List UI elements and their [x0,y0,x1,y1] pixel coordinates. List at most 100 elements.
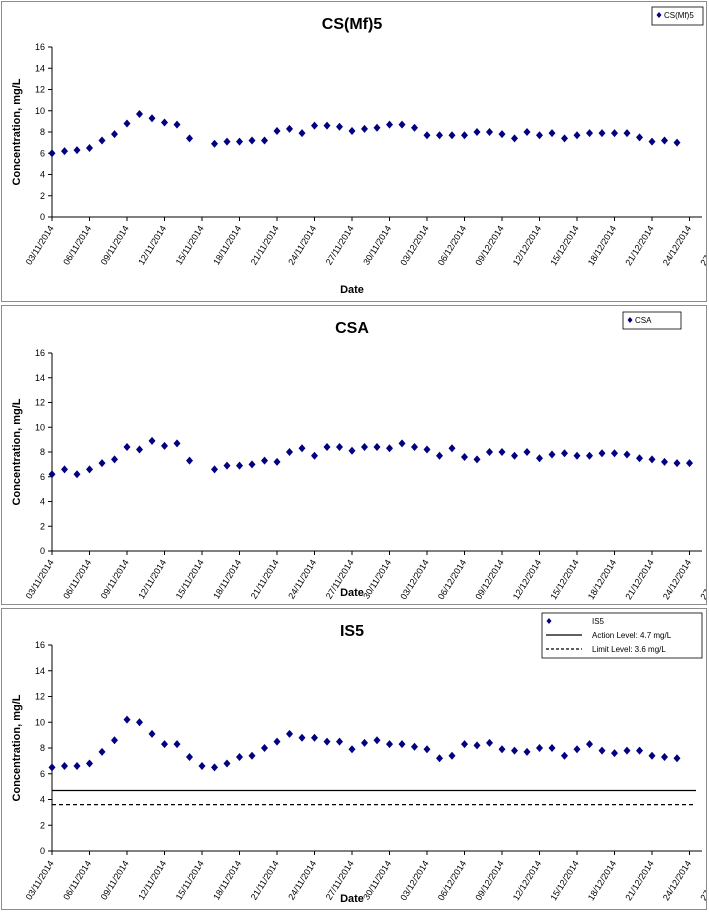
data-point [161,118,168,127]
data-point [373,736,381,745]
x-tick-label: 09/12/2014 [473,859,505,903]
x-tick-label: 09/12/2014 [473,224,505,268]
y-axis-label: Concentration, mg/L [11,398,23,505]
data-point [198,762,206,771]
x-tick-label: 24/12/2014 [661,224,693,268]
chart-title: CS(Mf)5 [322,16,383,33]
y-tick-label: 6 [40,769,45,779]
y-tick-label: 16 [35,348,45,358]
data-point [111,455,118,464]
data-point [86,759,93,768]
data-point [298,733,306,742]
legend-entry: IS5 [592,617,605,626]
data-point [98,459,106,468]
data-point [611,449,618,458]
x-tick-label: 18/11/2014 [211,859,243,902]
data-point [636,133,643,142]
data-point [261,136,268,145]
data-point [286,729,293,738]
data-point [536,454,543,463]
data-point [61,465,68,474]
x-tick-label: 15/12/2014 [548,224,580,268]
y-tick-label: 16 [35,640,45,650]
data-point [636,746,643,755]
data-point [561,449,568,458]
data-point [398,740,406,749]
data-point [486,738,493,747]
y-tick-label: 14 [35,666,45,676]
data-point [48,149,56,158]
data-point [186,753,193,762]
data-point [523,128,531,136]
data-point [461,131,468,140]
x-tick-label: 24/12/2014 [661,558,693,602]
data-point [336,443,343,452]
data-point [161,740,168,749]
data-point [386,120,393,129]
data-point [348,446,356,455]
x-tick-label: 12/12/2014 [511,224,543,268]
data-point [536,744,543,752]
legend: IS5 Action Level: 4.7 mg/L Limit Level: 3.… [541,612,703,659]
x-tick-label: 15/11/2014 [174,859,206,902]
x-tick-label: 24/11/2014 [286,859,318,902]
data-point [323,737,331,746]
data-point [361,443,368,452]
data-point [511,134,518,143]
x-tick-label: 18/12/2014 [586,224,618,268]
data-point [673,138,681,147]
data-point [486,128,493,136]
x-tick-label: 27/12/2014 [698,224,706,268]
data-point [311,733,318,742]
x-tick-label: 12/11/2014 [136,558,168,601]
y-axis-label: Concentration, mg/L [11,694,23,801]
chart-title: IS5 [340,623,364,640]
x-tick-label: 21/11/2014 [249,859,281,902]
data-point [323,443,331,452]
data-point [673,754,681,763]
x-tick-label: 21/11/2014 [249,224,281,267]
data-point [98,136,106,145]
y-tick-label: 8 [40,127,45,137]
data-point [298,444,306,453]
x-tick-label: 03/12/2014 [398,224,430,268]
y-tick-label: 14 [35,63,45,73]
x-axis-label: Date [340,893,364,905]
data-point [236,461,243,470]
data-point [586,740,593,749]
legend-box [622,311,682,330]
y-tick-label: 4 [40,497,45,507]
data-point [498,130,506,139]
chart-title: CSA [335,320,369,337]
x-tick-label: 24/11/2014 [286,224,318,267]
data-point [586,451,593,460]
data-point [548,450,556,459]
data-point [48,470,56,479]
data-point [511,746,518,755]
data-point [298,129,306,138]
x-tick-label: 06/12/2014 [436,558,468,602]
x-tick-label: 18/12/2014 [586,558,618,602]
data-point [586,129,593,138]
data-point [473,128,481,136]
data-point [361,738,368,747]
legend-marker [627,317,633,323]
data-point [611,749,618,758]
x-tick-label: 24/11/2014 [286,558,318,601]
legend-marker [656,12,662,18]
x-tick-label: 06/12/2014 [436,224,468,268]
data-point [361,124,368,133]
data-point [223,461,231,470]
x-tick-label: 18/11/2014 [211,224,243,267]
y-tick-label: 10 [35,106,45,116]
y-tick-label: 8 [40,447,45,457]
data-point [561,134,568,143]
data-point [411,742,418,751]
x-tick-label: 15/12/2014 [548,859,580,903]
data-point [136,718,143,727]
data-point [548,744,556,752]
data-point [136,109,143,118]
y-tick-label: 4 [40,795,45,805]
data-point [498,745,506,754]
data-point [173,120,181,129]
